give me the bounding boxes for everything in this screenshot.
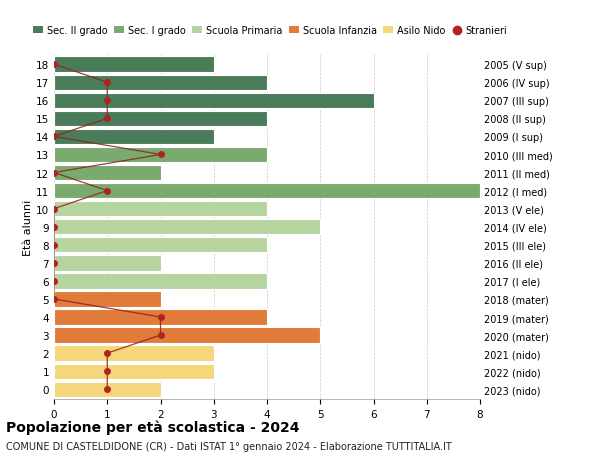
Point [103, 350, 112, 357]
Legend: Sec. II grado, Sec. I grado, Scuola Primaria, Scuola Infanzia, Asilo Nido, Stran: Sec. II grado, Sec. I grado, Scuola Prim… [29, 22, 511, 40]
Bar [54, 129, 214, 145]
Point [49, 206, 59, 213]
Point [49, 169, 59, 177]
Point [49, 241, 59, 249]
Bar [54, 166, 161, 181]
Bar [54, 291, 161, 307]
Bar [54, 112, 267, 127]
Bar [54, 184, 480, 199]
Point [49, 134, 59, 141]
Point [49, 296, 59, 303]
Bar [54, 147, 267, 163]
Bar [54, 274, 267, 289]
Text: COMUNE DI CASTELDIDONE (CR) - Dati ISTAT 1° gennaio 2024 - Elaborazione TUTTITAL: COMUNE DI CASTELDIDONE (CR) - Dati ISTAT… [6, 441, 452, 451]
Point [49, 62, 59, 69]
Text: Popolazione per età scolastica - 2024: Popolazione per età scolastica - 2024 [6, 420, 299, 435]
Point [103, 79, 112, 87]
Bar [54, 382, 161, 397]
Point [103, 187, 112, 195]
Bar [54, 75, 267, 91]
Bar [54, 57, 214, 73]
Point [49, 278, 59, 285]
Point [103, 115, 112, 123]
Point [156, 151, 166, 159]
Bar [54, 346, 214, 361]
Bar [54, 202, 267, 217]
Point [156, 313, 166, 321]
Bar [54, 310, 267, 325]
Point [103, 368, 112, 375]
Bar [54, 328, 320, 343]
Bar [54, 93, 373, 109]
Y-axis label: Età alunni: Età alunni [23, 199, 33, 255]
Point [156, 332, 166, 339]
Bar [54, 238, 267, 253]
Point [49, 224, 59, 231]
Point [103, 97, 112, 105]
Bar [54, 364, 214, 379]
Bar [54, 256, 161, 271]
Point [103, 386, 112, 393]
Point [49, 260, 59, 267]
Bar [54, 219, 320, 235]
